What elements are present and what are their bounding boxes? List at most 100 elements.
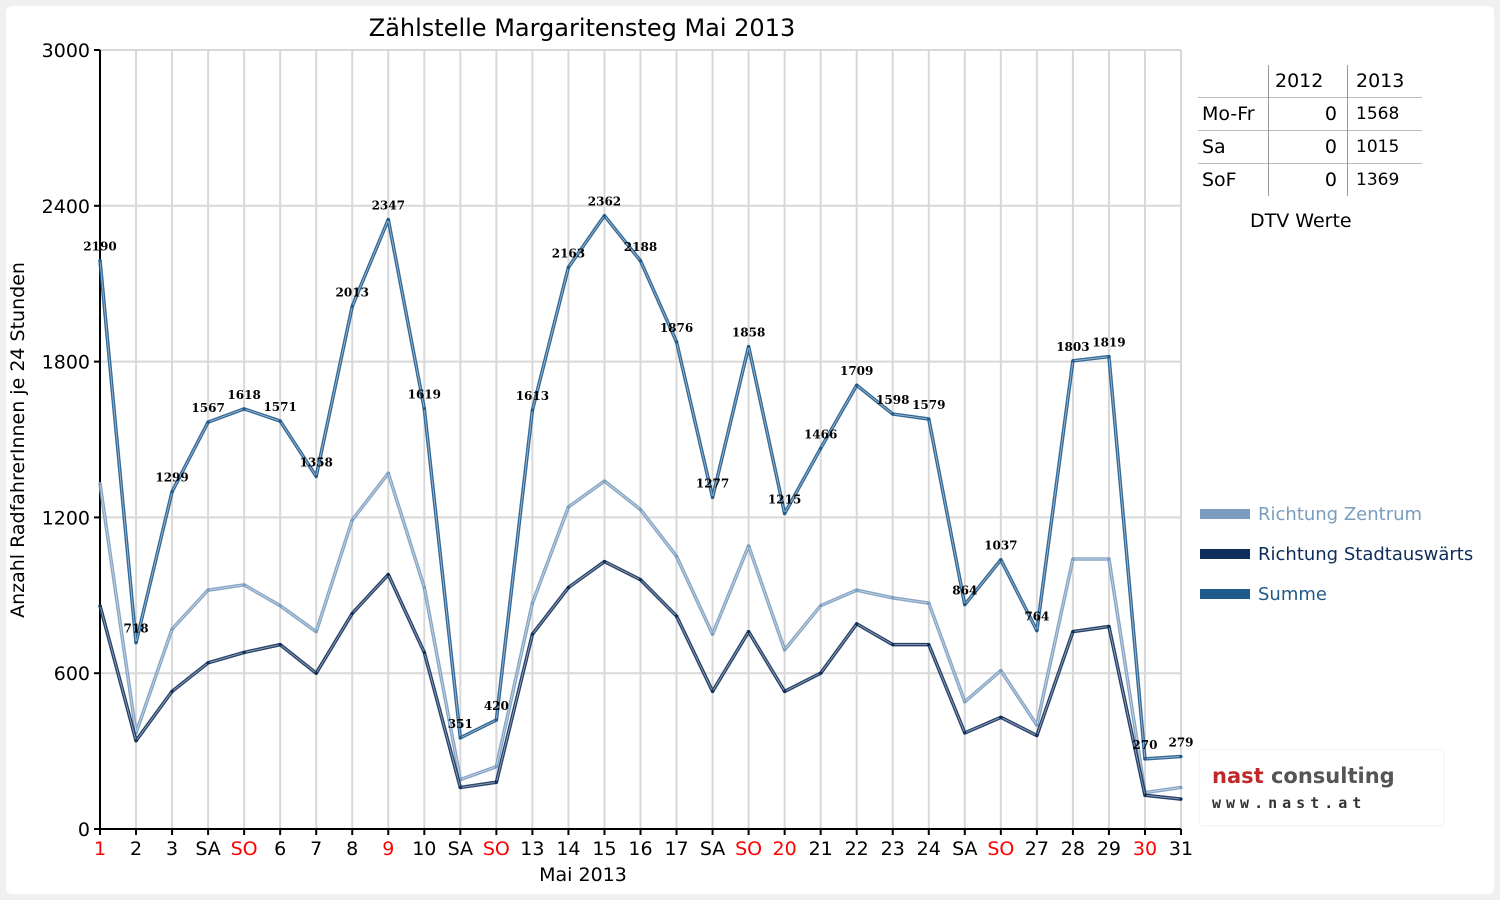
x-tick-label: SO (987, 838, 1014, 860)
data-point (891, 412, 895, 416)
y-tick-label: 2400 (42, 196, 90, 218)
data-point (1107, 557, 1111, 561)
data-label: 764 (1024, 610, 1049, 624)
data-point (927, 601, 931, 605)
data-point (638, 578, 643, 582)
data-point (386, 471, 390, 475)
data-label: 1358 (299, 455, 332, 469)
data-point (1107, 355, 1111, 359)
x-tick-label: SA (700, 838, 725, 860)
data-label: 2188 (624, 240, 657, 254)
legend-label: Summe (1258, 583, 1327, 605)
data-point (1107, 624, 1111, 629)
data-point (602, 214, 607, 218)
data-point (1179, 797, 1183, 801)
data-point (314, 671, 318, 675)
data-point (242, 583, 246, 587)
data-point (927, 643, 931, 647)
data-point (674, 614, 679, 618)
legend-item-stadtauswaerts: Richtung Stadtauswärts (1200, 534, 1473, 574)
x-tick-label: 30 (1133, 838, 1157, 860)
x-tick-label: 22 (845, 838, 869, 860)
data-point (747, 630, 751, 634)
data-label: 1618 (227, 388, 260, 402)
data-point (783, 689, 787, 693)
y-tick-label: 1800 (42, 352, 90, 374)
data-point (98, 482, 102, 486)
data-point (278, 643, 282, 647)
data-point (278, 604, 282, 608)
x-tick-label: 28 (1061, 838, 1085, 860)
x-tick-label: 6 (274, 838, 286, 860)
data-point (422, 585, 426, 590)
legend-item-summe: Summe (1200, 574, 1473, 614)
x-axis-label: Mai 2013 (539, 864, 627, 886)
x-tick-label: 29 (1097, 838, 1121, 860)
data-label: 1858 (732, 326, 765, 340)
data-label: 1613 (516, 389, 549, 403)
logo-name-part2: consulting (1263, 764, 1395, 788)
x-tick-label: 24 (917, 838, 941, 860)
x-tick-label: SO (483, 838, 510, 860)
data-point (891, 596, 895, 600)
legend-label: Richtung Zentrum (1258, 503, 1423, 525)
data-point (566, 265, 571, 269)
data-point (602, 479, 607, 483)
x-tick-label: 7 (310, 838, 322, 860)
data-point (494, 765, 498, 769)
data-label: 2190 (83, 239, 116, 253)
data-point (530, 408, 535, 412)
dtv-value-2013: 1568 (1347, 97, 1422, 131)
data-label: 1571 (263, 400, 296, 414)
x-tick-label: 9 (382, 838, 394, 860)
data-label: 2362 (588, 195, 621, 209)
x-tick-label: 3 (166, 838, 178, 860)
data-point (314, 474, 318, 478)
data-point (206, 588, 210, 592)
data-point (170, 689, 174, 693)
data-point (1071, 630, 1075, 634)
data-label: 420 (484, 699, 509, 713)
data-point (1179, 754, 1183, 759)
data-label: 1037 (984, 539, 1017, 553)
data-point (242, 407, 246, 411)
x-tick-label: 21 (809, 838, 833, 860)
data-point (134, 739, 138, 743)
x-tick-label: 8 (346, 838, 358, 860)
dtv-caption: DTV Werte (1250, 210, 1352, 232)
dtv-row-label: Mo-Fr (1198, 97, 1269, 131)
dtv-header-blank (1198, 65, 1269, 98)
data-label: 1598 (876, 393, 909, 407)
data-label: 351 (448, 717, 473, 731)
x-tick-label: SA (448, 838, 473, 860)
data-point (350, 611, 354, 616)
x-tick-label: 2 (130, 838, 142, 860)
data-point (602, 559, 607, 564)
data-point (1179, 785, 1183, 790)
data-label: 864 (952, 584, 977, 598)
data-point (566, 585, 571, 590)
x-tick-label: 16 (628, 838, 652, 860)
x-tick-label: 14 (556, 838, 580, 860)
data-point (566, 505, 571, 509)
data-point (855, 383, 859, 387)
data-label: 1709 (840, 364, 873, 378)
data-point (206, 420, 210, 424)
data-point (674, 554, 679, 558)
data-point (963, 700, 967, 704)
x-tick-label: 23 (881, 838, 905, 860)
x-tick-label: 20 (773, 838, 797, 860)
data-label: 1876 (660, 321, 693, 335)
data-point (783, 511, 787, 516)
data-label: 2013 (336, 285, 369, 299)
data-point (1035, 733, 1039, 738)
data-point (350, 304, 354, 308)
data-point (494, 780, 498, 784)
x-tick-label: SA (195, 838, 220, 860)
y-tick-label: 3000 (42, 40, 90, 62)
data-point (386, 217, 390, 222)
x-tick-label: SA (952, 838, 977, 860)
data-label: 1277 (696, 476, 729, 490)
data-point (242, 650, 246, 655)
